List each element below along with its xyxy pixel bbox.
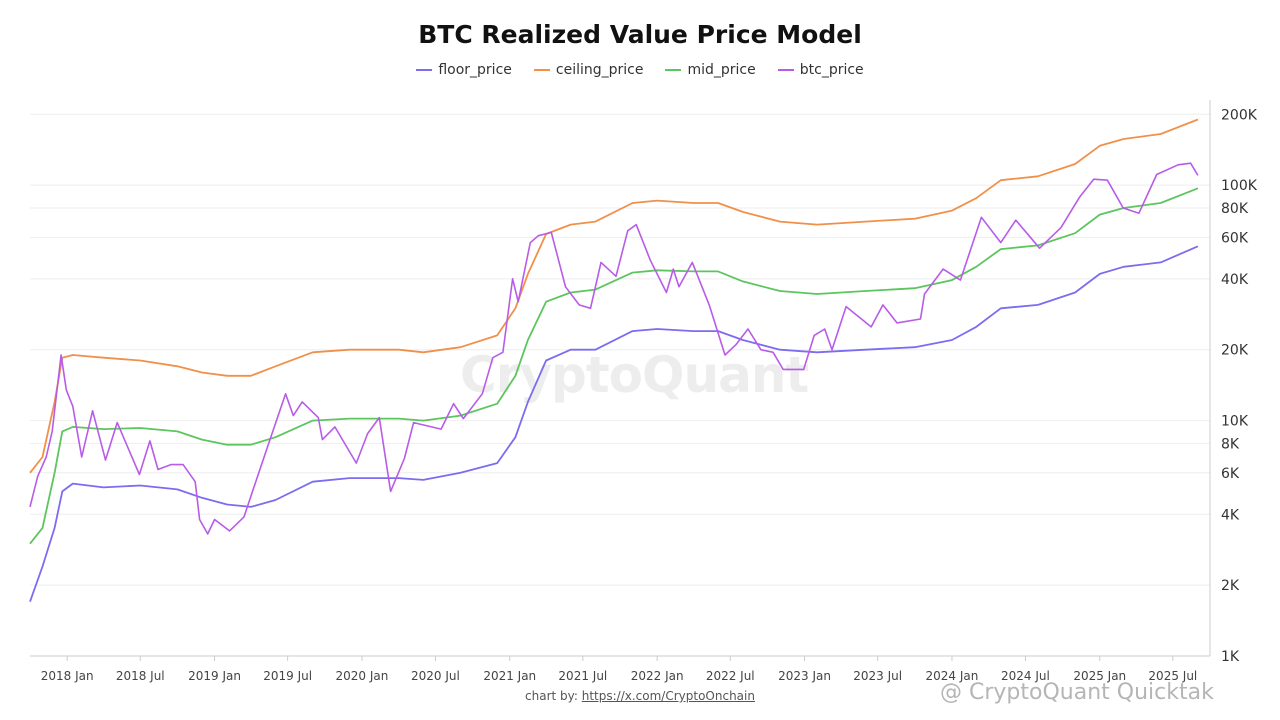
x-tick-label: 2019 Jul [263,669,312,683]
legend-label-floor-price: floor_price [438,62,512,78]
y-tick-label: 10K [1221,414,1249,430]
watermark-secondary: @ CryptoQuant Quicktak [940,680,1214,705]
x-tick-label: 2019 Jan [188,669,241,683]
x-tick-label: 2024 Jan [926,669,979,683]
x-tick-label: 2020 Jan [336,669,389,683]
y-tick-label: 80K [1221,201,1249,217]
legend-item-mid-price[interactable]: mid_price [665,62,756,78]
x-tick-label: 2018 Jul [116,669,165,683]
y-tick-label: 40K [1221,272,1249,288]
x-tick-label: 2018 Jan [41,669,94,683]
legend-label-mid-price: mid_price [687,62,756,78]
credit-link[interactable]: https://x.com/CryptoOnchain [581,689,755,703]
legend-swatch-floor-price [416,69,433,71]
series-line-mid_price [29,187,1199,545]
x-tick-label: 2020 Jul [411,669,460,683]
chart-title: BTC Realized Value Price Model [418,20,862,49]
series-line-floor_price [29,245,1199,603]
y-tick-label: 20K [1221,343,1249,359]
legend-item-ceiling-price[interactable]: ceiling_price [533,62,644,78]
legend-label-ceiling-price: ceiling_price [555,62,644,78]
x-tick-label: 2023 Jul [853,669,902,683]
y-tick-label: 2K [1221,578,1240,594]
y-tick-label: 4K [1221,507,1240,523]
x-tick-label: 2021 Jan [483,669,536,683]
x-tick-label: 2022 Jul [706,669,755,683]
y-tick-label: 60K [1221,230,1249,246]
x-tick-label: 2025 Jan [1073,669,1126,683]
series-line-ceiling_price [29,118,1199,474]
legend-swatch-btc-price [777,69,794,71]
x-tick-label: 2024 Jul [1001,669,1050,683]
legend-label-btc-price: btc_price [799,62,864,78]
y-tick-label: 100K [1221,178,1258,194]
y-tick-label: 1K [1221,649,1240,665]
legend: floor_price ceiling_price mid_price btc_… [0,62,1280,78]
legend-item-floor-price[interactable]: floor_price [416,62,512,78]
chart-credit: chart by: https://x.com/CryptoOnchain [0,689,1280,703]
y-tick-label: 8K [1221,436,1240,452]
x-tick-label: 2021 Jul [558,669,607,683]
legend-swatch-mid-price [665,69,682,71]
x-tick-label: 2025 Jul [1148,669,1197,683]
y-tick-label: 6K [1221,466,1240,482]
legend-item-btc-price[interactable]: btc_price [777,62,864,78]
legend-swatch-ceiling-price [533,69,550,71]
credit-prefix: chart by: [525,689,582,703]
y-tick-label: 200K [1221,107,1258,123]
series-line-btc_price [29,162,1199,535]
x-tick-label: 2022 Jan [631,669,684,683]
x-tick-label: 2023 Jan [778,669,831,683]
